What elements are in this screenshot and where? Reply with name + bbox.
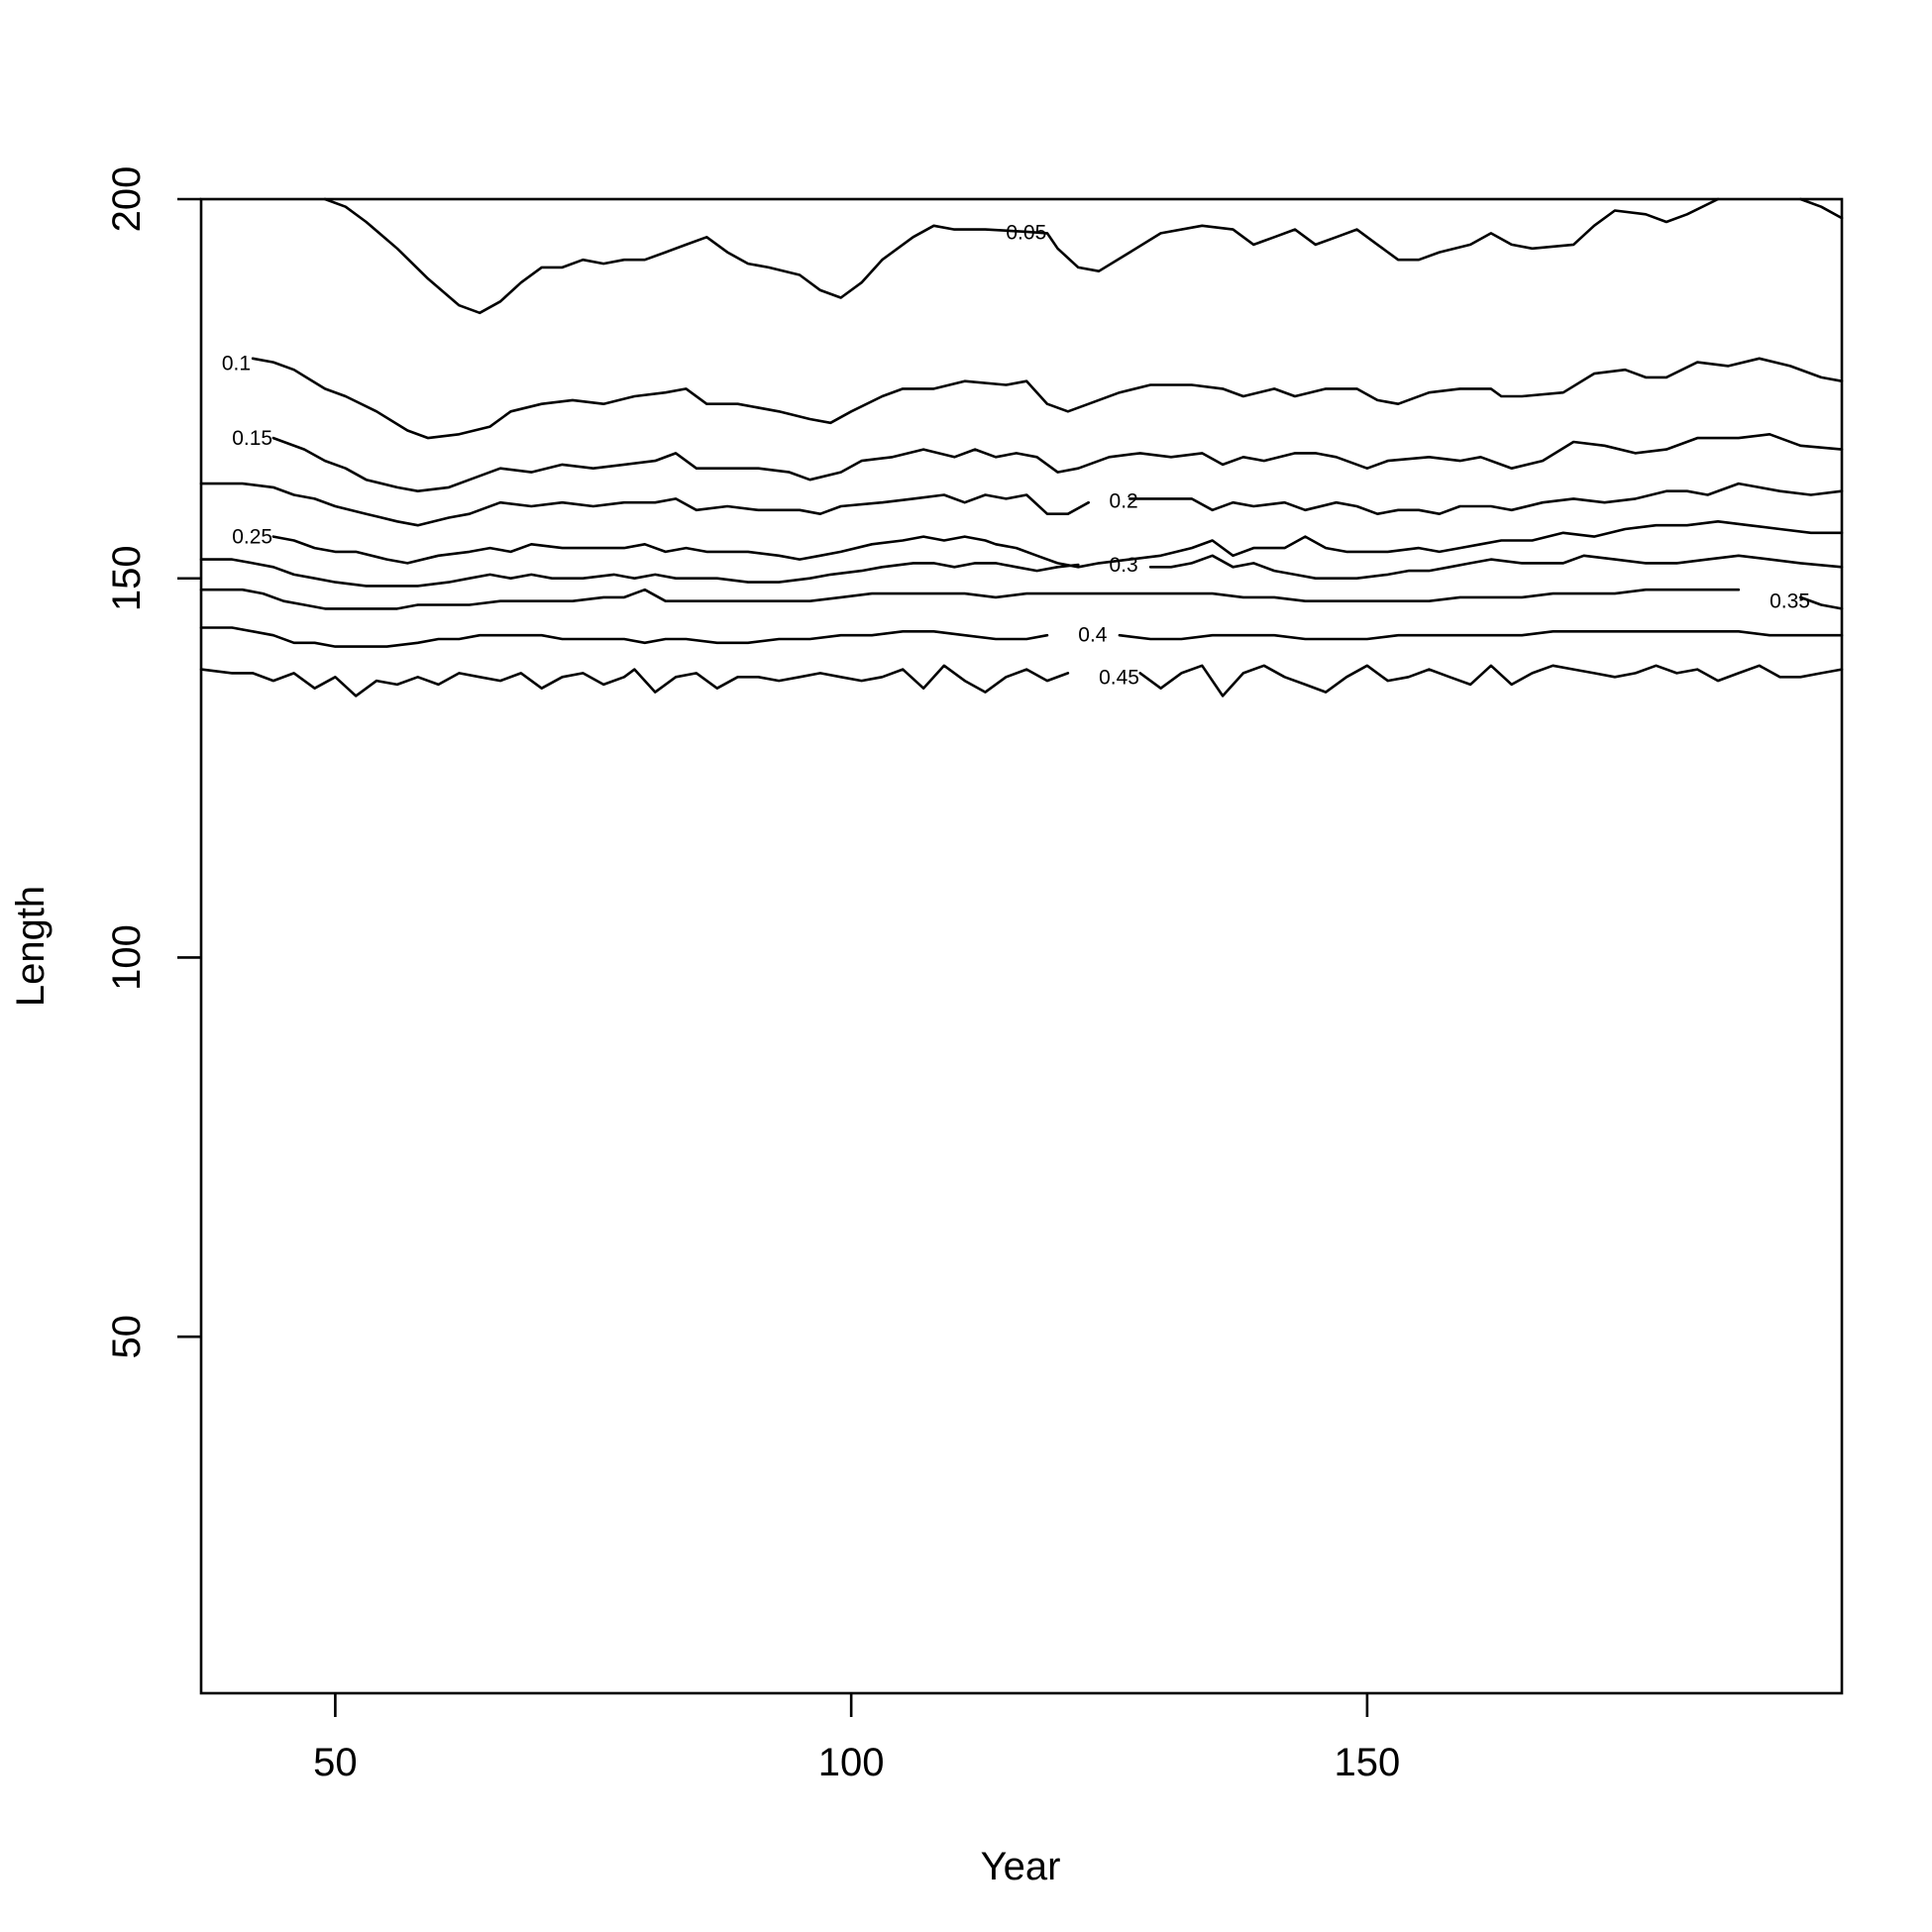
contour-label: 0.15: [232, 427, 272, 450]
x-tick-label: 50: [313, 1741, 358, 1784]
contour-label: 0.3: [1110, 554, 1138, 577]
contour-line: [1138, 664, 1844, 698]
contour-line: [199, 664, 1070, 698]
contour-line: [199, 588, 1741, 610]
y-axis-title: Length: [9, 886, 53, 1007]
y-tick-label: 150: [105, 545, 149, 611]
contour-labels: 0.05 0.1 0.15 0.2 0.25 0.3 0.35 0.4 0.45: [222, 222, 1810, 690]
x-axis: 50 100 150: [313, 1693, 1400, 1784]
contour-line: [1148, 554, 1844, 580]
x-tick-label: 150: [1335, 1741, 1401, 1784]
contour-label: 0.05: [1006, 222, 1046, 245]
contour-label: 0.4: [1078, 623, 1108, 646]
contour-label: 0.2: [1110, 490, 1138, 513]
contour-line: [1128, 482, 1844, 515]
x-tick-label: 100: [818, 1741, 885, 1784]
y-axis: 50 100 150 200: [105, 166, 201, 1359]
contour-line: [323, 197, 1720, 315]
y-tick-label: 200: [105, 166, 149, 233]
contour-line: [1118, 630, 1844, 641]
contour-line: [271, 520, 1844, 569]
contour-line: [199, 482, 1090, 527]
contour-label: 0.25: [232, 526, 272, 549]
y-tick-label: 50: [105, 1315, 149, 1359]
contour-label: 0.1: [222, 352, 251, 375]
contour-line: [1799, 595, 1844, 610]
y-tick-label: 100: [105, 924, 149, 991]
x-axis-title: Year: [981, 1845, 1061, 1888]
contour-lines: [199, 197, 1844, 698]
contour-line: [1799, 197, 1844, 220]
contour-line: [199, 626, 1049, 648]
contour-line: [271, 433, 1844, 492]
contour-line: [251, 357, 1844, 440]
contour-label: 0.35: [1770, 590, 1810, 613]
contour-label: 0.45: [1099, 666, 1139, 689]
contour-line: [199, 558, 1080, 588]
plot-frame: [199, 197, 1844, 1695]
